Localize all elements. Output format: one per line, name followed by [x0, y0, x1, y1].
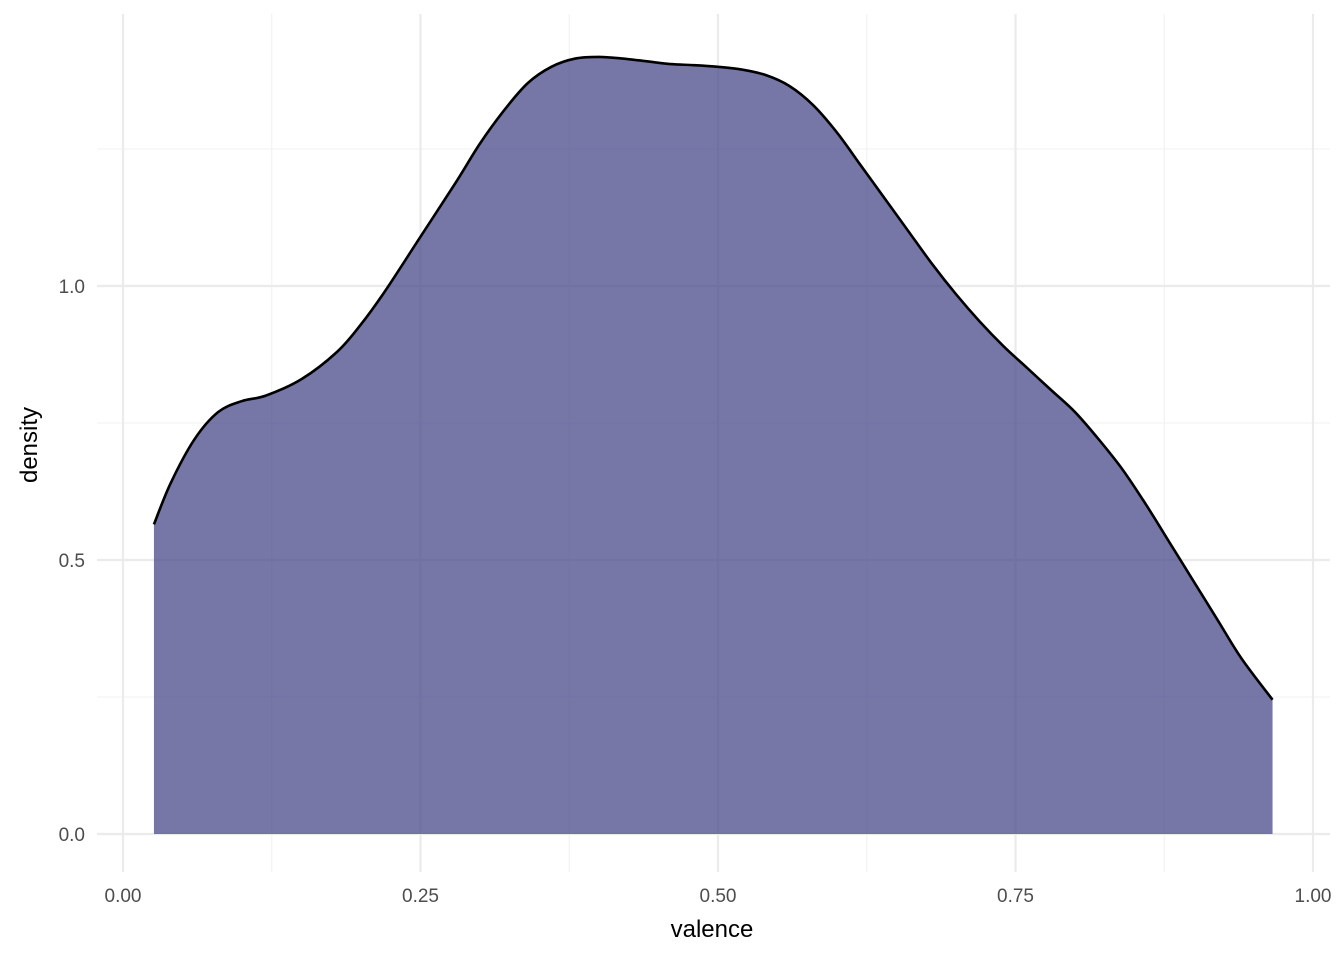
density-area-fill	[153, 56, 1273, 834]
x-tick-label: 0.75	[997, 886, 1034, 907]
x-tick-label: 1.00	[1295, 886, 1332, 907]
x-tick-label: 0.25	[402, 886, 439, 907]
density-series	[152, 55, 1274, 834]
y-axis-tick-labels: 0.0 0.5 1.0	[59, 277, 85, 846]
y-tick-label: 0.0	[59, 825, 85, 846]
x-tick-label: 0.50	[700, 886, 737, 907]
x-tick-label: 0.00	[105, 886, 142, 907]
y-tick-label: 0.5	[59, 551, 85, 572]
density-curve-line	[152, 55, 1274, 701]
y-axis-title: density	[16, 407, 43, 483]
y-tick-label: 1.0	[59, 277, 85, 298]
x-axis-tick-labels: 0.00 0.25 0.50 0.75 1.00	[105, 886, 1332, 907]
x-axis-title: valence	[671, 916, 754, 943]
